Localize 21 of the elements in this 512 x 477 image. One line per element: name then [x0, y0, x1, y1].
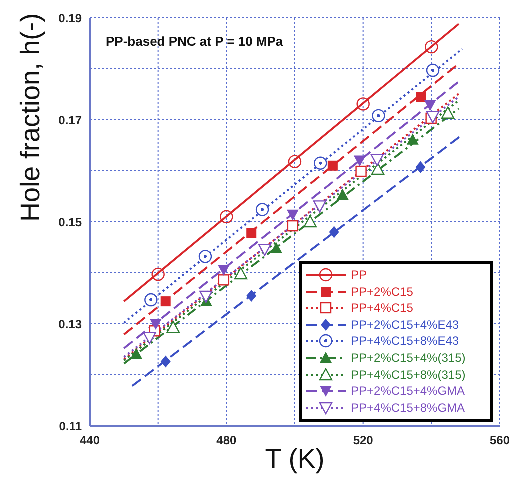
annotation: PP-based PNC at P = 10 MPa: [106, 34, 284, 49]
x-tick-label: 520: [353, 434, 374, 448]
x-axis-title: T (K): [265, 444, 325, 474]
x-tick-label: 440: [80, 434, 100, 448]
x-tick-label: 480: [216, 434, 237, 448]
legend-label: PP+2%C15+4%GMA: [351, 384, 466, 398]
y-tick-label: 0.19: [58, 11, 82, 26]
y-tick-label: 0.13: [58, 317, 82, 332]
y-axis-title: Hole fraction, h(-): [16, 13, 46, 222]
legend-label: PP+4%C15+8%E43: [351, 334, 460, 348]
legend-label: PP+2%C15+4%E43: [351, 318, 460, 332]
x-tick-label: 560: [490, 434, 510, 448]
y-tick-label: 0.11: [59, 419, 82, 434]
legend-label: PP+2%C15+4%(315): [351, 350, 466, 365]
legend-label: PP+4%C15+8%GMA: [351, 400, 466, 415]
y-tick-label: 0.15: [58, 215, 82, 230]
y-tick-label: 0.17: [58, 113, 82, 128]
legend-label: PP: [351, 268, 368, 282]
legend-label: PP+4%C15+8%(315): [351, 368, 466, 382]
legend-label: PP+2%C15: [351, 284, 414, 299]
legend-label: PP+4%C15: [351, 301, 414, 316]
